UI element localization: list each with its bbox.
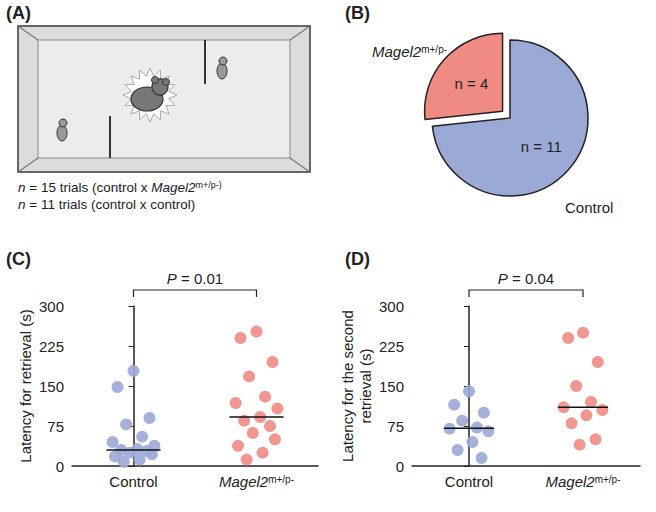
svg-text:Magel2: Magel2 bbox=[151, 180, 196, 195]
svg-text:P: P bbox=[167, 270, 177, 287]
svg-text:n = 4: n = 4 bbox=[454, 75, 488, 92]
svg-text:Control: Control bbox=[565, 199, 613, 216]
svg-text:150: 150 bbox=[379, 378, 404, 395]
svg-text:m+/p-: m+/p- bbox=[268, 474, 294, 485]
svg-text:0: 0 bbox=[396, 458, 404, 475]
svg-text:150: 150 bbox=[39, 378, 64, 395]
svg-text:Latency for the second: Latency for the second bbox=[339, 310, 356, 462]
svg-text:Magel2: Magel2 bbox=[545, 473, 595, 490]
svg-text:= 0.01: = 0.01 bbox=[177, 270, 223, 287]
svg-text:(C): (C) bbox=[6, 249, 31, 269]
svg-text:n: n bbox=[18, 180, 26, 195]
svg-text:0: 0 bbox=[56, 458, 64, 475]
svg-text:75: 75 bbox=[387, 418, 404, 435]
svg-text:P: P bbox=[498, 270, 508, 287]
svg-text:= 11 trials (control x control: = 11 trials (control x control) bbox=[26, 197, 196, 212]
svg-text:m+/p-: m+/p- bbox=[421, 44, 447, 55]
svg-text:(D): (D) bbox=[345, 249, 370, 269]
svg-text:Magel2: Magel2 bbox=[219, 473, 269, 490]
svg-text:m+/p-: m+/p- bbox=[595, 474, 621, 485]
svg-text:n = 11: n = 11 bbox=[521, 138, 562, 155]
svg-text:75: 75 bbox=[47, 418, 64, 435]
svg-text:(B): (B) bbox=[345, 3, 370, 23]
svg-text:225: 225 bbox=[39, 338, 64, 355]
svg-text:300: 300 bbox=[379, 298, 404, 315]
svg-text:= 15 trials (control x: = 15 trials (control x bbox=[26, 180, 152, 195]
svg-text:Latency for retrieval (s): Latency for retrieval (s) bbox=[17, 309, 34, 462]
svg-text:= 0.04: = 0.04 bbox=[508, 270, 554, 287]
svg-text:Magel2: Magel2 bbox=[372, 43, 422, 60]
svg-text:Control: Control bbox=[445, 473, 493, 490]
svg-text:m+/p-): m+/p-) bbox=[195, 180, 221, 190]
svg-text:Control: Control bbox=[109, 473, 157, 490]
svg-text:(A): (A) bbox=[6, 3, 31, 23]
svg-text:225: 225 bbox=[379, 338, 404, 355]
svg-text:retrieval (s): retrieval (s) bbox=[357, 348, 374, 423]
svg-text:n: n bbox=[18, 197, 26, 212]
svg-text:300: 300 bbox=[39, 298, 64, 315]
